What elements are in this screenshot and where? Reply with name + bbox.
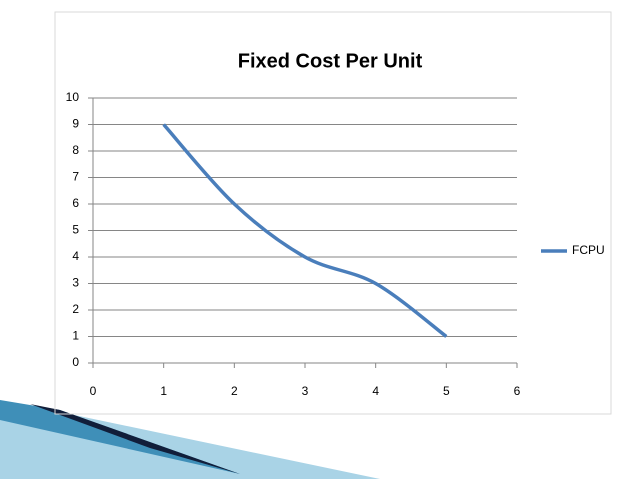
y-tick-label: 3	[72, 276, 79, 290]
chart-border	[54, 11, 612, 415]
y-tick-label: 5	[72, 223, 79, 237]
x-tick-label: 6	[514, 384, 521, 398]
decoration	[30, 404, 240, 474]
y-tick-label: 7	[72, 170, 79, 184]
y-tick-label: 6	[72, 196, 79, 210]
y-tick-label: 1	[72, 329, 79, 343]
decoration	[0, 402, 380, 479]
chart-title: Fixed Cost Per Unit	[238, 50, 423, 72]
x-tick-label: 2	[231, 384, 238, 398]
y-tick-label: 4	[72, 249, 79, 263]
y-tick-label: 9	[72, 117, 79, 131]
x-tick-label: 4	[372, 384, 379, 398]
x-tick-label: 3	[302, 384, 309, 398]
legend-label: FCPU	[572, 243, 605, 257]
x-tick-label: 5	[443, 384, 450, 398]
y-tick-label: 8	[72, 143, 79, 157]
y-tick-label: 2	[72, 302, 79, 316]
y-tick-label: 0	[72, 355, 79, 369]
x-tick-label: 0	[90, 384, 97, 398]
line	[162, 123, 448, 338]
x-tick-label: 1	[160, 384, 167, 398]
y-tick-label: 10	[66, 90, 80, 104]
